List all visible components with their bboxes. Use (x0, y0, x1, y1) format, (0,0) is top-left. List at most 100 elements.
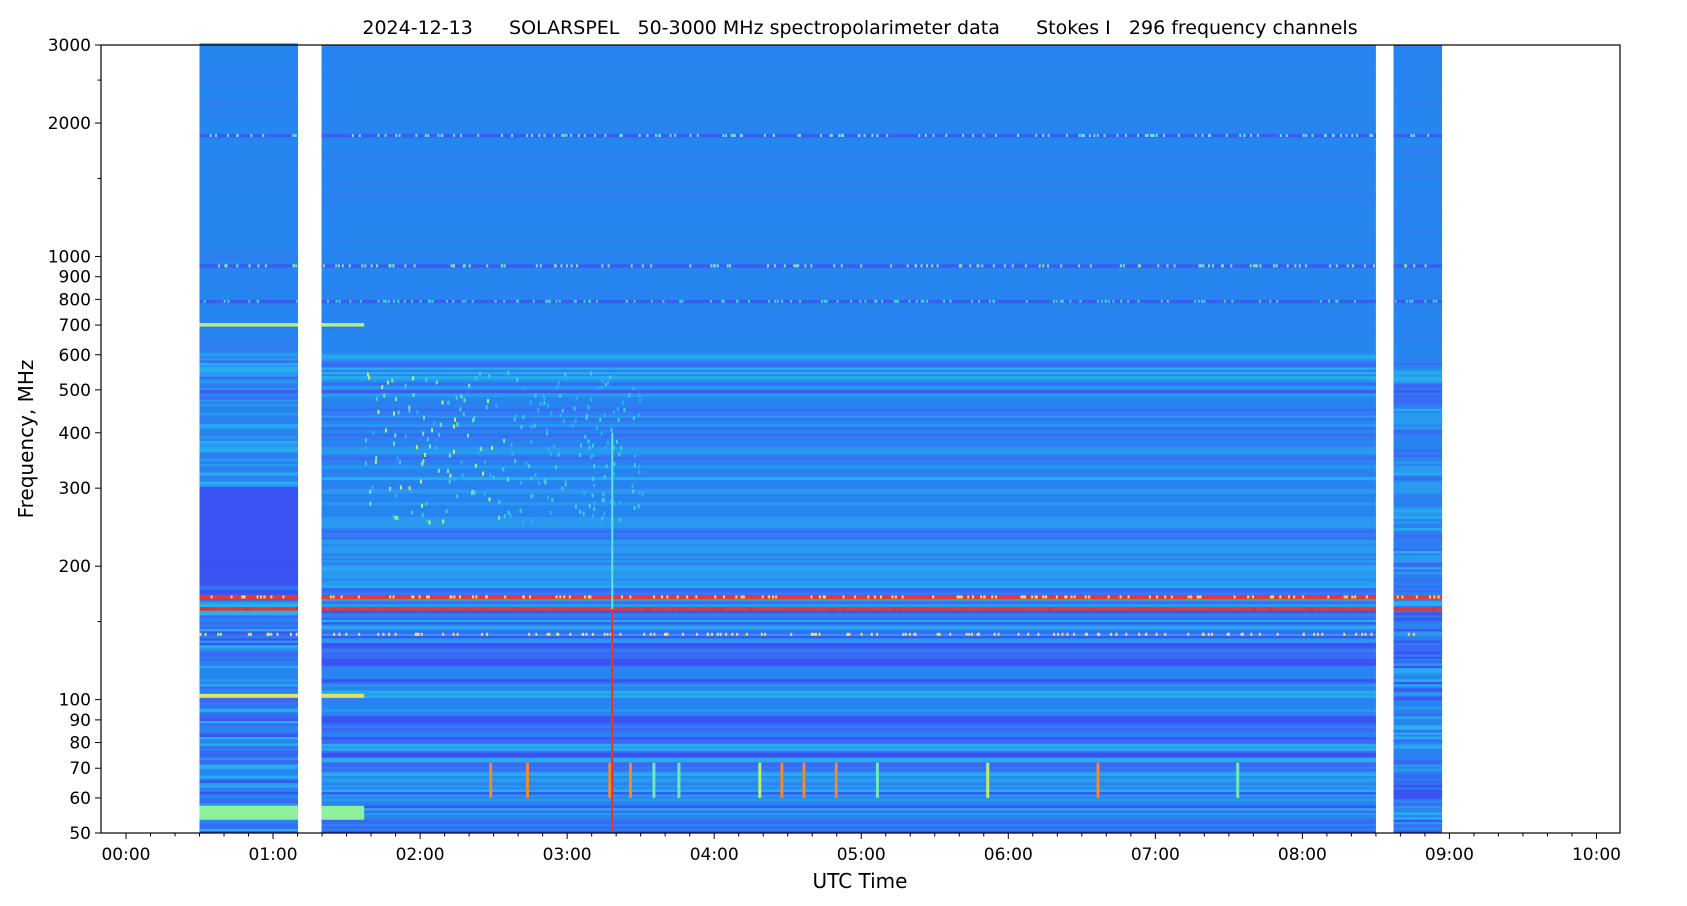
interference-speckle (587, 595, 590, 599)
interference-speckle (232, 607, 235, 611)
interference-speckle (1373, 264, 1376, 268)
y-tick-label: 800 (59, 290, 91, 310)
channel-row (321, 376, 1376, 379)
interference-speckle (270, 632, 273, 636)
interference-speckle (676, 595, 679, 599)
interference-speckle (361, 264, 364, 268)
interference-speckle (1346, 264, 1349, 268)
interference-speckle (1412, 632, 1415, 636)
interference-speckle (719, 632, 722, 636)
channel-row (321, 513, 1376, 517)
burst-speckle (638, 398, 641, 403)
channel-row (1393, 784, 1443, 788)
interference-speckle (736, 632, 739, 636)
channel-row (1393, 518, 1443, 522)
channel-row (1393, 458, 1443, 462)
interference-speckle (646, 133, 649, 137)
interference-speckle (559, 595, 562, 599)
interference-speckle (689, 264, 692, 268)
channel-row (1393, 465, 1443, 469)
interference-speckle (431, 299, 434, 303)
interference-speckle (357, 595, 360, 599)
burst-speckle (507, 370, 510, 375)
channel-row (1393, 578, 1443, 581)
interference-speckle (772, 595, 775, 599)
interference-speckle (427, 299, 430, 303)
burst-speckle (583, 491, 586, 496)
channel-row (199, 573, 299, 577)
interference-speckle (469, 607, 472, 611)
channel-row (321, 75, 1376, 79)
burst-speckle (492, 475, 495, 480)
channel-row (321, 125, 1376, 129)
burst-speckle (511, 451, 514, 456)
channel-row (321, 571, 1376, 575)
interference-speckle (392, 299, 395, 303)
channel-row (321, 291, 1376, 294)
interference-speckle (395, 133, 398, 137)
interference-speckle (358, 632, 361, 636)
interference-1870 (321, 133, 1376, 138)
interference-speckle (1286, 264, 1289, 268)
burst-speckle (551, 498, 554, 503)
interference-speckle (790, 632, 793, 636)
channel-row (321, 371, 1376, 375)
channel-row (321, 355, 1376, 359)
interference-speckle (768, 299, 771, 303)
interference-speckle (635, 607, 638, 611)
channel-row (199, 472, 299, 476)
channel-row (321, 394, 1376, 398)
channel-row (1393, 486, 1443, 490)
interference-speckle (1035, 595, 1038, 599)
interference-speckle (1255, 607, 1258, 611)
burst-speckle (613, 461, 616, 466)
interference-speckle (1255, 264, 1258, 268)
channel-row (1393, 683, 1443, 687)
interference-speckle (250, 133, 253, 137)
interference-speckle (372, 607, 375, 611)
channel-row (199, 500, 299, 503)
interference-speckle (1305, 264, 1308, 268)
burst-speckle (604, 382, 607, 387)
channel-row (199, 105, 299, 109)
burst-speckle (467, 433, 470, 438)
interference-speckle (893, 607, 896, 611)
burst-speckle (416, 410, 419, 415)
channel-row (199, 520, 299, 524)
interference-speckle (813, 632, 816, 636)
interference-speckle (1201, 299, 1204, 303)
interference-speckle (1048, 607, 1051, 611)
burst-speckle (425, 501, 428, 506)
interference-speckle (555, 299, 558, 303)
channel-row (1393, 45, 1443, 49)
channel-row (1393, 761, 1443, 765)
channel-row (199, 686, 299, 689)
interference-speckle (1078, 133, 1081, 137)
channel-row (321, 534, 1376, 538)
interference-speckle (1279, 595, 1282, 599)
interference-speckle (501, 264, 504, 268)
interference-speckle (1107, 299, 1110, 303)
channel-row (321, 653, 1376, 657)
channel-row (199, 449, 299, 453)
burst-speckle (530, 519, 533, 524)
interference-speckle (679, 299, 682, 303)
interference-speckle (1096, 133, 1099, 137)
burst-speckle (473, 491, 476, 496)
channel-row (321, 536, 1376, 540)
interference-speckle (593, 133, 596, 137)
channel-row (199, 748, 299, 751)
interference-speckle (720, 607, 723, 611)
burst-speckle (471, 491, 474, 496)
channel-row (199, 743, 299, 747)
burst-speckle (530, 494, 533, 499)
interference-speckle (818, 632, 821, 636)
burst-speckle (375, 396, 378, 401)
channel-row (1393, 709, 1443, 712)
channel-row (321, 364, 1376, 368)
burst-speckle (442, 519, 445, 524)
interference-speckle (1003, 264, 1006, 268)
channel-row (321, 435, 1376, 439)
interference-speckle (1163, 133, 1166, 137)
channel-row (1393, 559, 1443, 563)
